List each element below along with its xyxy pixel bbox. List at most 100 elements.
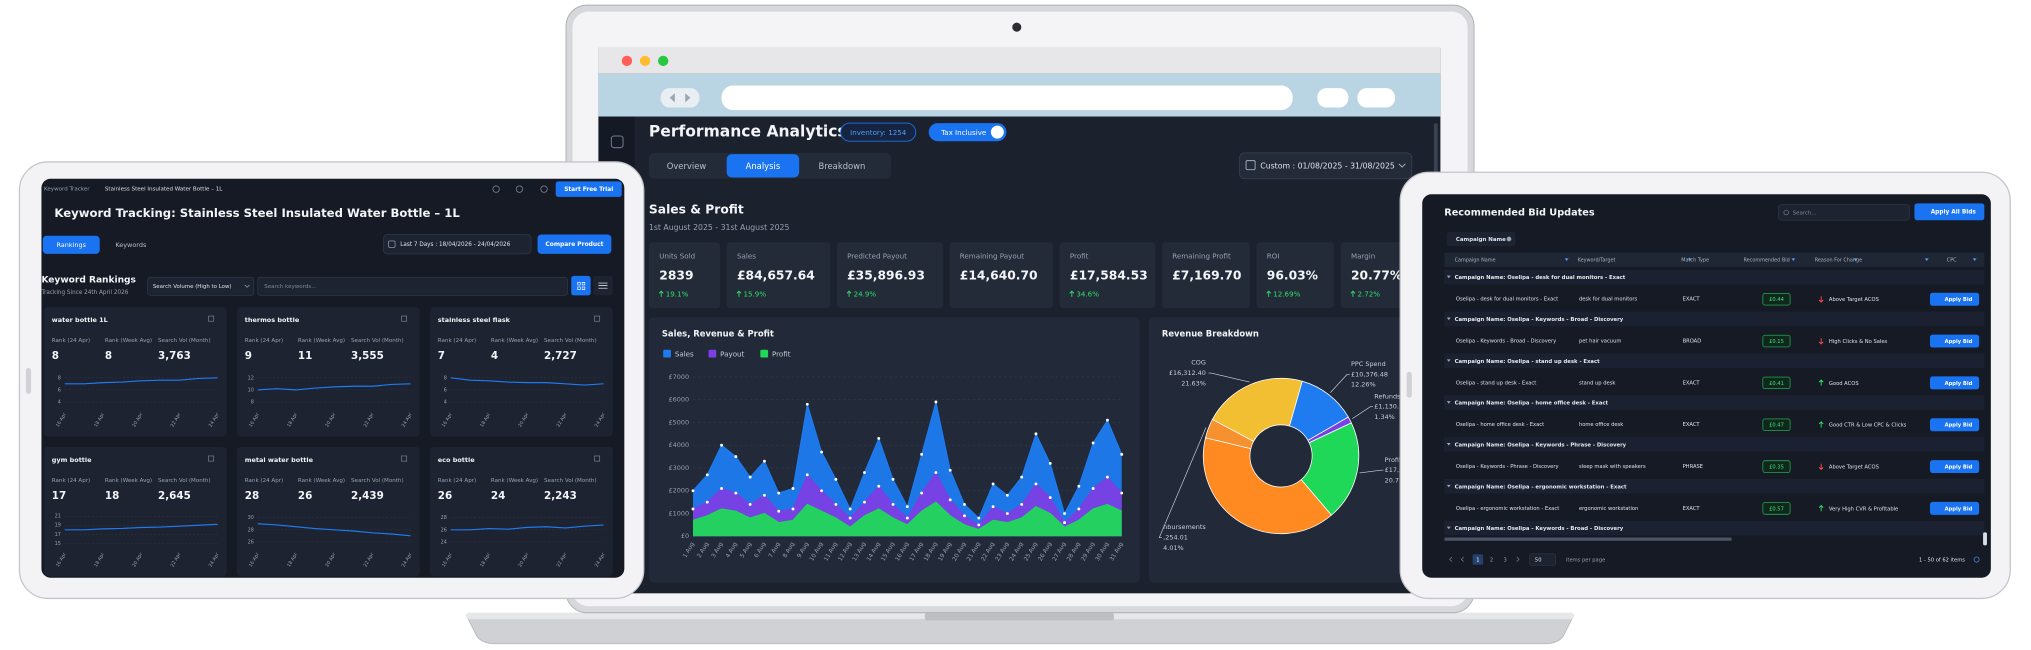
window-minimize[interactable] — [639, 55, 651, 67]
apply-all-button[interactable] — [1914, 203, 1985, 221]
stat-label: Rank (Week Avg) — [298, 478, 345, 484]
apply-bid-text[interactable]: Apply Bid — [1945, 381, 1973, 387]
apply-bid-button[interactable] — [1929, 501, 1980, 515]
trial-button[interactable] — [555, 181, 622, 197]
apply-bid-text[interactable]: Apply Bid — [1945, 506, 1973, 512]
tablet-bids: Recommended Bid Updates Search... Apply Al… — [1399, 171, 2011, 600]
apply-all-text: Apply All Bids — [1931, 210, 1977, 216]
search-box[interactable] — [1778, 204, 1910, 221]
expand-icon[interactable] — [401, 455, 408, 462]
apply-bid-text[interactable]: Apply Bid — [1945, 423, 1973, 429]
page-number[interactable]: 1 — [1476, 557, 1479, 563]
column-header: Campaign Name — [1455, 258, 1496, 264]
calendar-icon — [388, 240, 396, 248]
page-active[interactable] — [1472, 554, 1484, 565]
data-point — [748, 502, 752, 506]
compare-button[interactable] — [537, 234, 612, 254]
data-point — [1034, 482, 1038, 486]
sidebar-icon[interactable] — [610, 135, 624, 149]
sort-select[interactable] — [147, 276, 255, 296]
tab[interactable]: Overview — [667, 161, 707, 171]
apply-bid-text[interactable]: Apply Bid — [1945, 339, 1973, 345]
slice-amount: £1,130.25 — [1374, 403, 1407, 411]
stat-value: 3,555 — [351, 350, 384, 362]
section-subtitle: Tracking Since 24th April 2026 — [40, 290, 128, 296]
nav-buttons[interactable] — [660, 88, 700, 108]
cell-match: BROAD — [1683, 339, 1702, 345]
filter-chip[interactable] — [1446, 231, 1516, 247]
expand-icon[interactable] — [208, 315, 215, 322]
data-point — [905, 505, 909, 509]
expand-icon[interactable] — [401, 315, 408, 322]
donut-slice — [1211, 377, 1303, 442]
apply-bid-text[interactable]: Apply Bid — [1945, 297, 1973, 303]
page-number[interactable]: 3 — [1503, 557, 1506, 563]
nav-arrows — [669, 93, 691, 103]
stat-label: Rank (24 Apr) — [438, 338, 476, 344]
tab[interactable]: Breakdown — [818, 161, 865, 171]
tab[interactable]: Rankings — [56, 241, 86, 249]
filter-icon[interactable] — [1972, 258, 1977, 262]
refresh-icon[interactable] — [1973, 556, 1980, 563]
tab-active[interactable] — [726, 154, 800, 178]
y-tick-label: 8 — [444, 375, 447, 381]
data-point — [763, 493, 766, 497]
leader-line — [1359, 469, 1384, 474]
arrow-up — [1266, 290, 1272, 297]
filter-icon[interactable] — [1791, 258, 1796, 262]
tab-active[interactable] — [42, 235, 100, 254]
data-point — [948, 498, 952, 502]
window-maximize[interactable] — [658, 55, 669, 67]
window-close[interactable] — [621, 55, 633, 67]
cell-keyword: desk for dual monitors — [1579, 297, 1638, 303]
cell-campaign: Oselipa - home office desk - Exact — [1456, 422, 1544, 428]
tab[interactable]: Analysis — [746, 161, 781, 171]
data-point — [963, 502, 966, 506]
apply-bid-button[interactable] — [1929, 460, 1980, 474]
y-tick-label: £3000 — [669, 464, 690, 472]
header-icon[interactable] — [540, 185, 548, 193]
apply-bid-text[interactable]: Apply Bid — [1945, 464, 1973, 470]
filter-icon[interactable] — [1687, 258, 1692, 262]
expand-icon[interactable] — [594, 455, 601, 462]
kpi-card — [726, 242, 831, 309]
expand-icon[interactable] — [594, 315, 601, 322]
y-tick-label: 4 — [444, 399, 447, 405]
apply-bid-button[interactable] — [1929, 376, 1980, 390]
search-box[interactable] — [257, 276, 568, 296]
section-subtitle: 1st August 2025 - 31st August 2025 — [649, 223, 790, 232]
date-picker[interactable] — [383, 234, 532, 255]
tab[interactable]: Keywords — [115, 241, 147, 249]
data-point — [805, 473, 809, 477]
tax-toggle[interactable] — [928, 123, 1007, 142]
filter-icon[interactable] — [1924, 258, 1929, 262]
expand-icon[interactable] — [208, 455, 215, 462]
data-point — [1120, 491, 1124, 495]
apply-bid-button[interactable] — [1929, 334, 1980, 348]
date-picker[interactable] — [1239, 152, 1413, 180]
page-number[interactable]: 2 — [1490, 557, 1493, 563]
apply-bid-button[interactable] — [1929, 418, 1980, 432]
tablet-button — [1406, 371, 1412, 398]
address-bar[interactable] — [721, 85, 1293, 111]
arrow-up — [736, 290, 742, 297]
apply-bid-button[interactable] — [1929, 292, 1980, 306]
data-point — [1120, 452, 1124, 456]
header-icon[interactable] — [492, 185, 500, 193]
data-point — [777, 491, 781, 495]
page-size-select[interactable] — [1529, 553, 1556, 566]
cell-reason: Above Target ACOS — [1829, 464, 1879, 470]
toolbar-button[interactable] — [1317, 88, 1349, 108]
slice-amount: ,254.01 — [1163, 534, 1188, 542]
filter-icon[interactable] — [1853, 258, 1858, 262]
data-point — [705, 473, 709, 477]
group-caret — [1446, 526, 1451, 530]
toolbar-button[interactable] — [1357, 88, 1396, 108]
grid-view-button[interactable] — [571, 275, 591, 296]
kpi-value: £84,657.64 — [737, 268, 815, 282]
filter-icon[interactable] — [1564, 258, 1569, 262]
arrow-down — [1818, 296, 1824, 303]
arrow-down — [1818, 338, 1824, 345]
data-point — [848, 507, 852, 511]
header-icon[interactable] — [515, 185, 524, 193]
